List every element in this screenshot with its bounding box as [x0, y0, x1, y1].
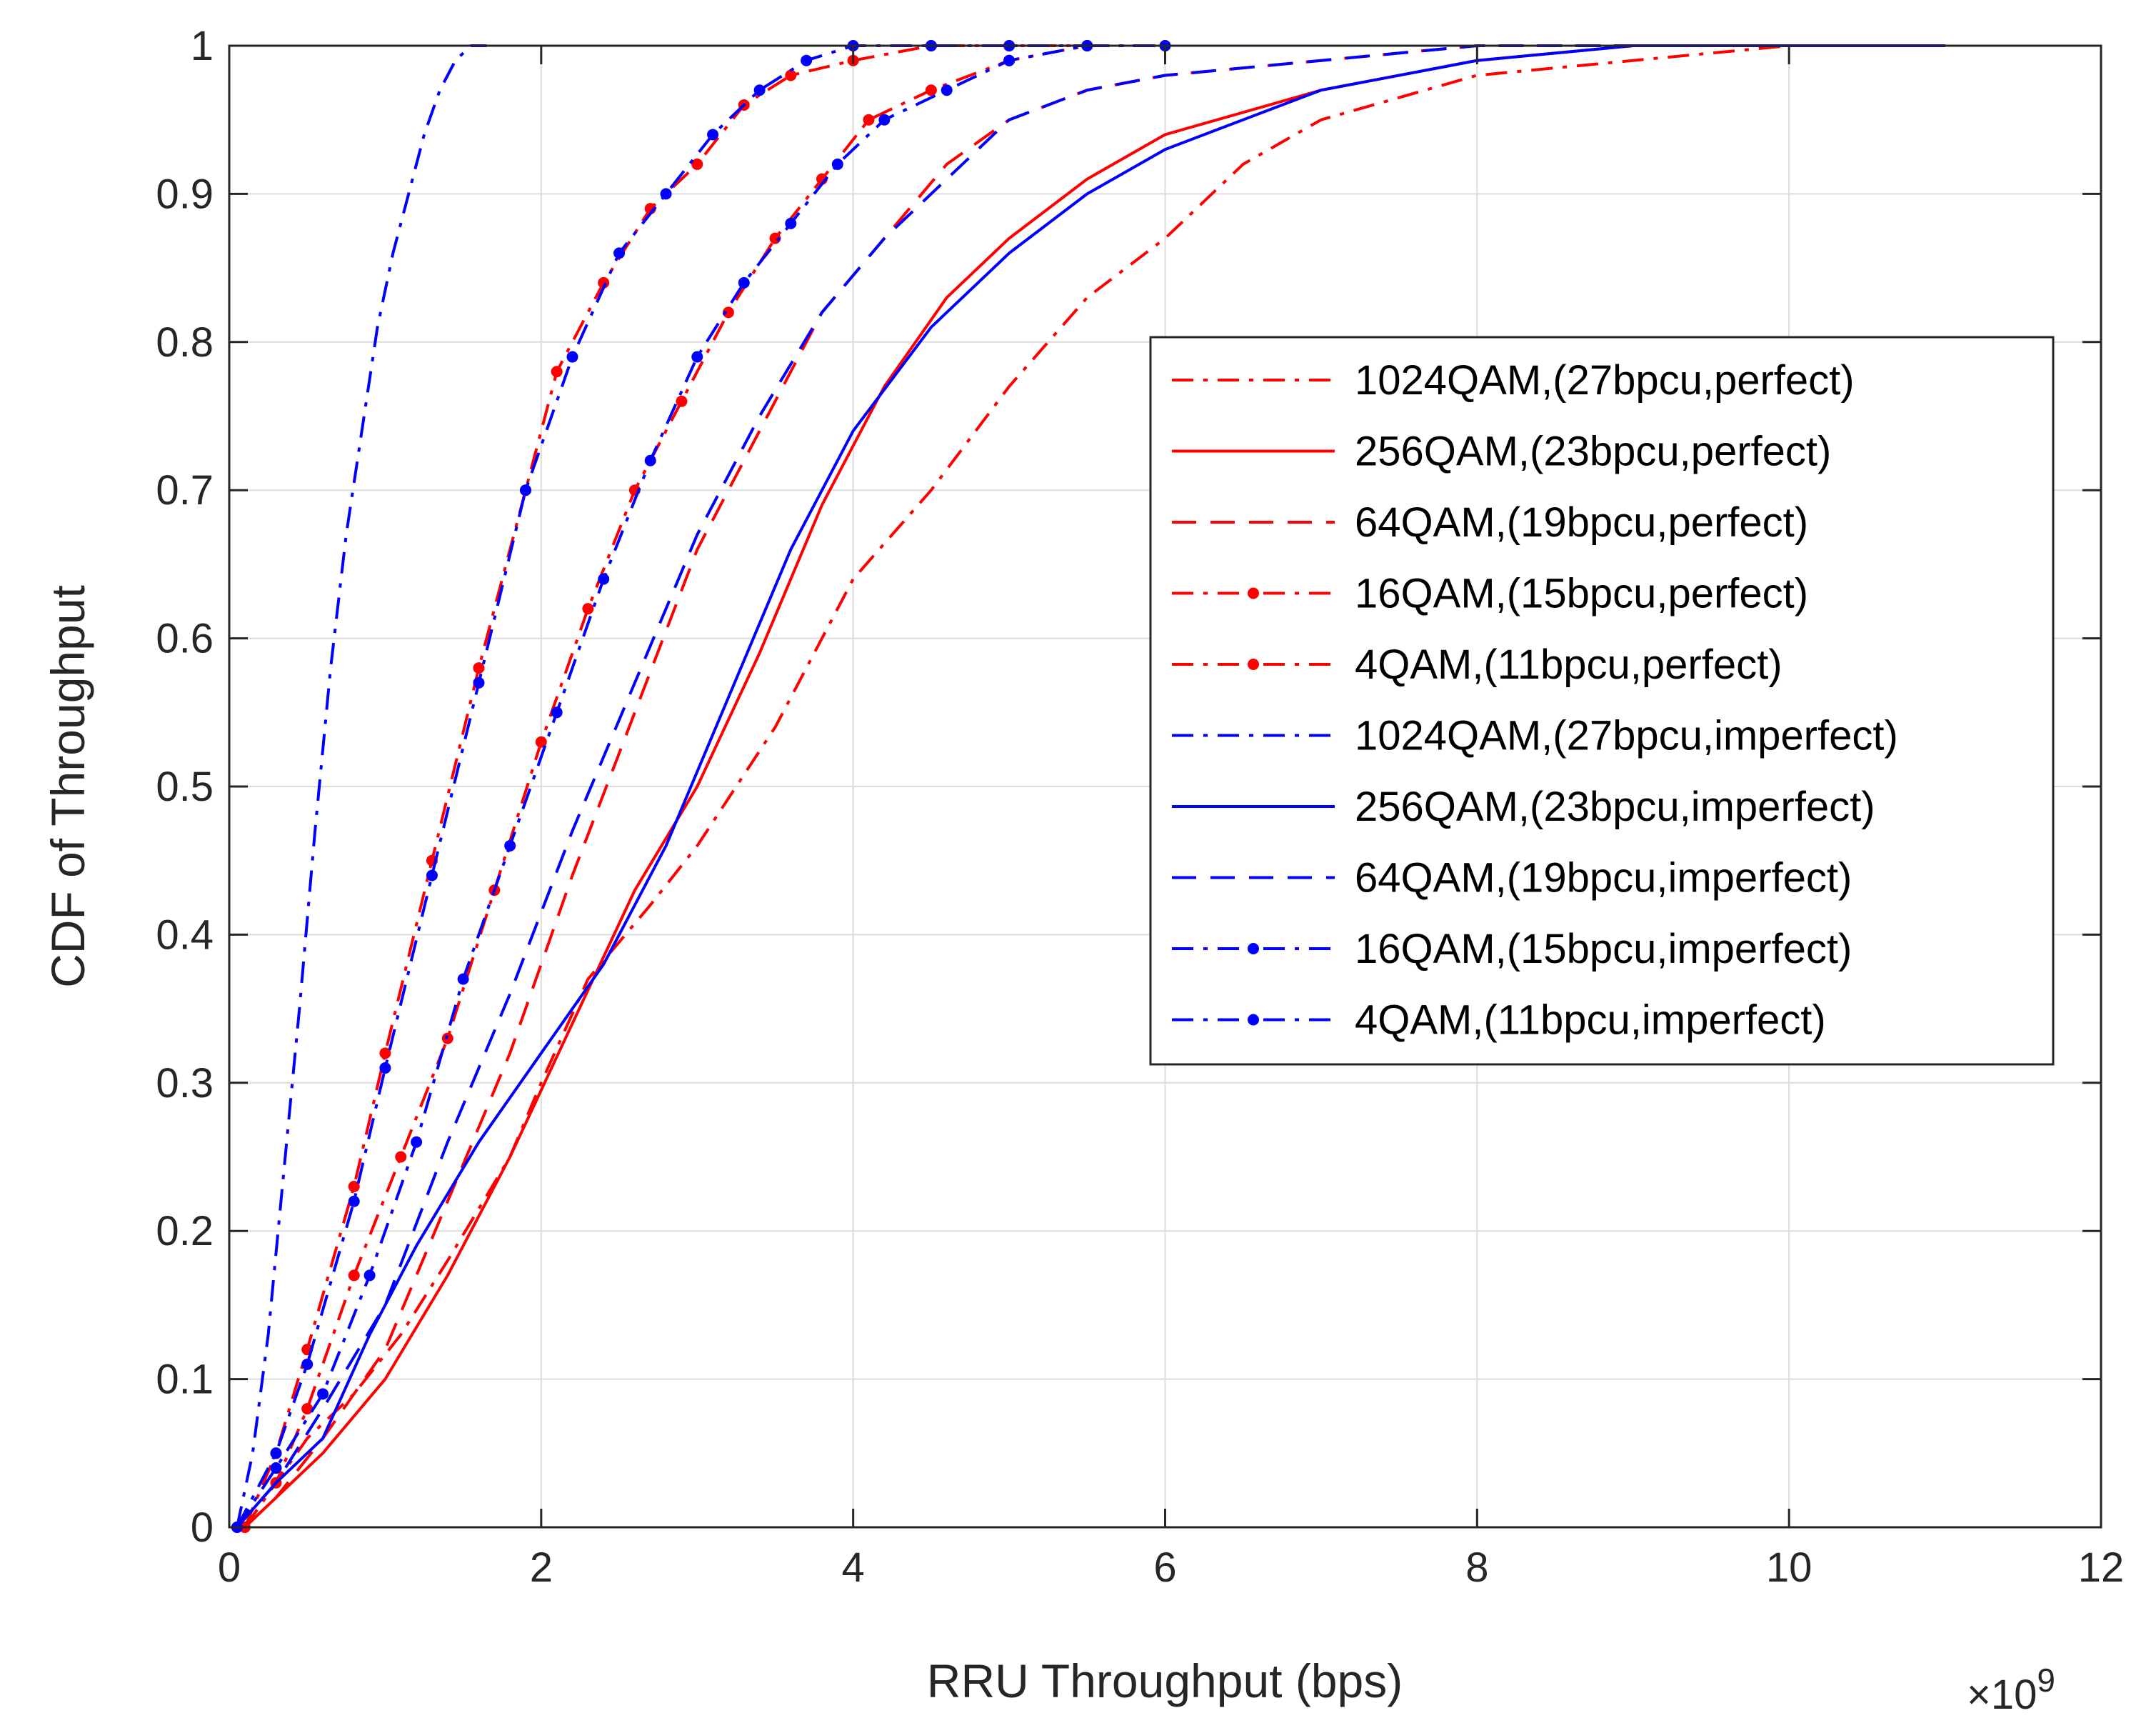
series-line [244, 44, 1945, 1529]
legend-label: 16QAM,(15bpcu,imperfect) [1355, 926, 1852, 972]
y-tick-label: 0.8 [156, 319, 214, 366]
series-lines [231, 40, 1945, 1533]
series-point [691, 158, 703, 170]
series-group [236, 44, 1633, 1529]
series-point [473, 662, 485, 674]
series-point [941, 84, 953, 96]
series-point [598, 573, 610, 585]
legend-label: 256QAM,(23bpcu,perfect) [1355, 429, 1831, 475]
y-tick-label: 0.2 [156, 1208, 214, 1254]
y-tick-label: 0.4 [156, 912, 214, 958]
series-point [753, 84, 766, 96]
series-point [379, 1047, 391, 1059]
series-line [236, 44, 1945, 1529]
series-point [801, 54, 813, 66]
x-exponent-base: ×10 [1967, 1672, 2037, 1718]
series-point [691, 351, 703, 363]
series-point [878, 114, 891, 126]
x-tick-label: 6 [1153, 1544, 1176, 1591]
legend-marker [1248, 1014, 1259, 1026]
x-exponent-power: 9 [2037, 1662, 2055, 1699]
series-point [457, 973, 469, 985]
x-tick-label: 10 [1766, 1544, 1812, 1591]
legend-label: 256QAM,(23bpcu,imperfect) [1355, 784, 1875, 830]
series-point [785, 69, 797, 81]
x-tick-label: 0 [218, 1544, 241, 1591]
y-tick-label: 1 [191, 23, 214, 69]
y-tick-label: 0.9 [156, 171, 214, 217]
series-point [613, 247, 626, 259]
series-point [348, 1269, 360, 1282]
series-point [551, 706, 563, 719]
axis-ticks [228, 44, 2102, 1529]
series-point [831, 158, 843, 170]
series-point [722, 306, 734, 319]
legend-items: 1024QAM,(27bpcu,perfect) 256QAM,(23bpcu,p… [1172, 357, 1898, 1044]
x-exponent-label: ×109 [1967, 1662, 2055, 1718]
series-line [235, 44, 487, 1528]
series-point [519, 484, 531, 496]
y-tick-label: 0.5 [156, 764, 214, 810]
legend-marker [1248, 659, 1259, 670]
legend-marker [1248, 587, 1259, 599]
series-point [676, 395, 688, 407]
series-point [411, 1136, 423, 1148]
series-point [1003, 54, 1016, 66]
series-point [504, 839, 516, 851]
y-axis-title: CDF of Throughput [41, 585, 94, 988]
series-point [301, 1358, 314, 1370]
series-point [598, 276, 610, 289]
axis-tick-labels: 0 2 4 6 8 10 12 0 0.1 0.2 0.3 0.4 0.5 0.6 0.7 0.8 0.9 1 [156, 23, 2124, 1591]
x-axis-title: RRU Throughput (bps) [927, 1654, 1403, 1707]
series-line [236, 44, 1633, 1529]
legend-label: 64QAM,(19bpcu,imperfect) [1355, 855, 1852, 902]
series-point [426, 869, 438, 882]
series-group [235, 44, 487, 1528]
series-point [660, 188, 672, 200]
series-point [363, 1269, 376, 1282]
series-point [535, 736, 547, 748]
legend-label: 16QAM,(15bpcu,perfect) [1355, 571, 1808, 617]
series-point [925, 84, 937, 96]
legend-label: 1024QAM,(27bpcu,perfect) [1355, 357, 1855, 404]
y-tick-label: 0.7 [156, 467, 214, 514]
series-point [644, 454, 656, 466]
series-point [738, 276, 750, 289]
series-point [473, 676, 485, 689]
series-point [395, 1151, 407, 1163]
legend-label: 1024QAM,(27bpcu,imperfect) [1355, 713, 1898, 759]
series-point [863, 114, 875, 126]
series-point [348, 1195, 360, 1207]
y-tick-label: 0.6 [156, 616, 214, 662]
series-group [236, 44, 1945, 1529]
legend-marker [1248, 943, 1259, 954]
series-point [551, 366, 563, 378]
series-point [785, 217, 797, 229]
series-point [270, 1447, 282, 1459]
y-tick-label: 0 [191, 1504, 214, 1551]
y-tick-label: 0.1 [156, 1357, 214, 1403]
legend-box [1149, 336, 2055, 1066]
series-point [582, 603, 594, 615]
series-line [243, 44, 1088, 1528]
series-point [348, 1180, 360, 1192]
series-point [317, 1388, 329, 1400]
x-tick-label: 8 [1465, 1544, 1488, 1591]
y-tick-label: 0.3 [156, 1060, 214, 1107]
series-point [270, 1462, 282, 1474]
x-tick-label: 2 [530, 1544, 553, 1591]
legend-label: 4QAM,(11bpcu,imperfect) [1355, 997, 1826, 1044]
legend-label: 4QAM,(11bpcu,perfect) [1355, 641, 1783, 688]
x-tick-label: 12 [2078, 1544, 2125, 1591]
series-point [379, 1062, 391, 1074]
series-group [244, 44, 1945, 1529]
series-point [566, 351, 578, 363]
series-point [301, 1403, 314, 1415]
legend: 1024QAM,(27bpcu,perfect) 256QAM,(23bpcu,p… [1149, 336, 2055, 1066]
x-tick-label: 4 [842, 1544, 865, 1591]
series-group [231, 40, 1171, 1533]
series-point [707, 129, 719, 141]
legend-label: 64QAM,(19bpcu,perfect) [1355, 499, 1808, 546]
